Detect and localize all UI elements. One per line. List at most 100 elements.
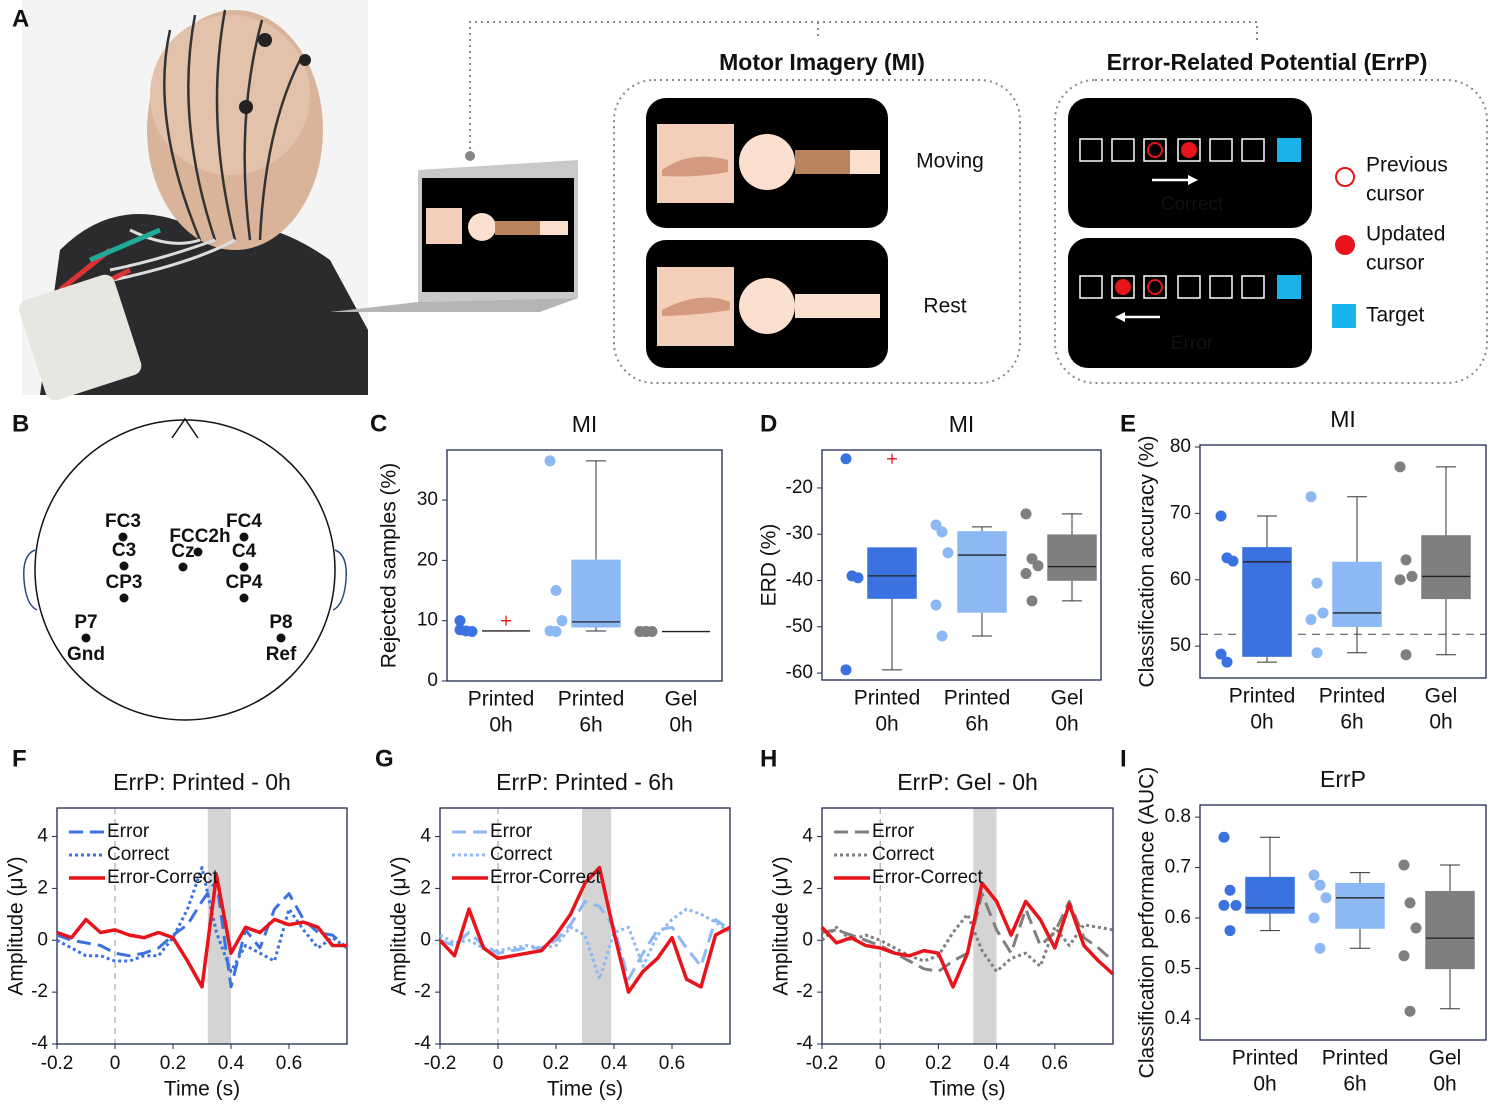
legend-label: cursor	[1366, 252, 1424, 275]
box	[1332, 561, 1382, 627]
y-tick-label: -50	[786, 616, 813, 637]
data-point	[1314, 879, 1326, 891]
panel-label: I	[1120, 745, 1127, 772]
box	[1335, 882, 1385, 929]
x-tick-label: 0	[875, 1053, 886, 1074]
legend-label: Correct	[107, 844, 170, 865]
x-axis-label: Time (s)	[164, 1078, 240, 1101]
ground-label: Gnd	[67, 644, 105, 665]
reference-label: Ref	[266, 644, 297, 665]
y-axis-label: Rejected samples (%)	[378, 463, 401, 668]
electrode-label: FCC2h	[169, 526, 230, 547]
data-point	[936, 630, 948, 642]
box	[1421, 535, 1471, 600]
electrode-label: P7	[74, 612, 97, 633]
x-tick-label: Printed	[468, 688, 535, 711]
series-line	[439, 899, 731, 981]
y-tick-label: 10	[417, 610, 438, 631]
data-point	[840, 664, 852, 676]
data-point	[1227, 555, 1239, 567]
plot-frame	[1199, 444, 1487, 679]
plot-frame	[56, 807, 348, 1045]
y-tick-label: 60	[1170, 569, 1191, 590]
y-tick-label: 4	[420, 826, 431, 847]
eeg-photo	[18, 0, 368, 401]
x-tick-label: 0.6	[659, 1053, 685, 1074]
x-tick-label: 0h	[1250, 711, 1273, 734]
legend-label: Correct	[872, 844, 935, 865]
x-tick-label: Printed	[1319, 685, 1386, 708]
panel-label: D	[760, 410, 777, 437]
errp-title: Error-Related Potential (ErrP)	[1107, 49, 1428, 75]
data-point	[1221, 656, 1233, 668]
series-line	[56, 873, 347, 989]
electrode	[276, 633, 286, 643]
data-point	[1314, 942, 1326, 954]
electrode-label: C4	[232, 541, 257, 562]
panel-label: G	[375, 745, 394, 772]
x-tick-label: 0.4	[218, 1053, 245, 1074]
data-point	[1026, 595, 1038, 607]
plot-frame	[821, 449, 1102, 681]
x-tick-label: 0.6	[276, 1053, 302, 1074]
legend-label: Error-Correct	[107, 867, 219, 888]
legend-label: Error	[872, 821, 915, 842]
connector-dot	[465, 151, 475, 161]
y-axis-label: Amplitude (μV)	[388, 856, 411, 995]
x-tick-label: 0.2	[160, 1053, 186, 1074]
data-point	[936, 526, 948, 538]
box	[1242, 547, 1292, 657]
data-point	[1308, 912, 1320, 924]
data-point	[556, 615, 568, 627]
y-tick-label: -2	[796, 981, 813, 1002]
errp-outcome: Error	[1171, 333, 1214, 354]
electrode	[118, 532, 128, 542]
y-tick-label: 80	[1170, 436, 1191, 457]
plot-frame	[821, 807, 1114, 1045]
chart-title: ErrP: Printed - 0h	[113, 769, 291, 795]
errp-box	[1054, 79, 1488, 384]
data-point	[640, 626, 652, 638]
outlier	[501, 615, 511, 626]
y-tick-label: 70	[1170, 502, 1191, 523]
y-tick-label: 0	[802, 929, 813, 950]
box	[1245, 876, 1295, 914]
y-tick-label: -4	[31, 1033, 48, 1054]
x-tick-label: 0h	[1429, 711, 1452, 734]
electrode	[178, 562, 188, 572]
chart-title: MI	[949, 411, 975, 437]
x-tick-label: -0.2	[41, 1053, 74, 1074]
y-axis-label: Amplitude (μV)	[770, 856, 793, 995]
panel-label: A	[12, 5, 29, 32]
legend-label: Error-Correct	[490, 867, 602, 888]
y-tick-label: 0.8	[1165, 806, 1191, 827]
mi-state: Rest	[923, 295, 966, 318]
data-point	[544, 455, 556, 467]
chart-title: ErrP	[1320, 766, 1366, 792]
data-point	[1311, 577, 1323, 589]
errp-panels	[1068, 98, 1356, 368]
electrode-label: CP3	[106, 572, 143, 593]
electrode	[239, 532, 249, 542]
x-tick-label: 0.4	[983, 1053, 1010, 1074]
x-tick-label: 0h	[1055, 713, 1078, 736]
legend-label: Error	[107, 821, 150, 842]
y-tick-label: -40	[786, 570, 813, 591]
x-tick-label: -0.2	[806, 1053, 839, 1074]
data-point	[1311, 647, 1323, 659]
data-point	[1020, 508, 1032, 520]
y-tick-label: -4	[796, 1033, 813, 1054]
data-point	[550, 585, 562, 597]
x-tick-label: Printed	[1229, 685, 1296, 708]
box	[1425, 890, 1475, 970]
data-point	[1320, 892, 1332, 904]
y-tick-label: 0.6	[1165, 907, 1191, 928]
y-tick-label: 2	[37, 877, 48, 898]
chart-title: MI	[572, 411, 598, 437]
data-point	[1305, 614, 1317, 626]
head-diagram	[22, 417, 348, 721]
series-line	[820, 912, 1114, 973]
x-tick-label: -0.2	[424, 1053, 457, 1074]
box	[1047, 534, 1097, 581]
x-tick-label: 6h	[1343, 1073, 1366, 1096]
